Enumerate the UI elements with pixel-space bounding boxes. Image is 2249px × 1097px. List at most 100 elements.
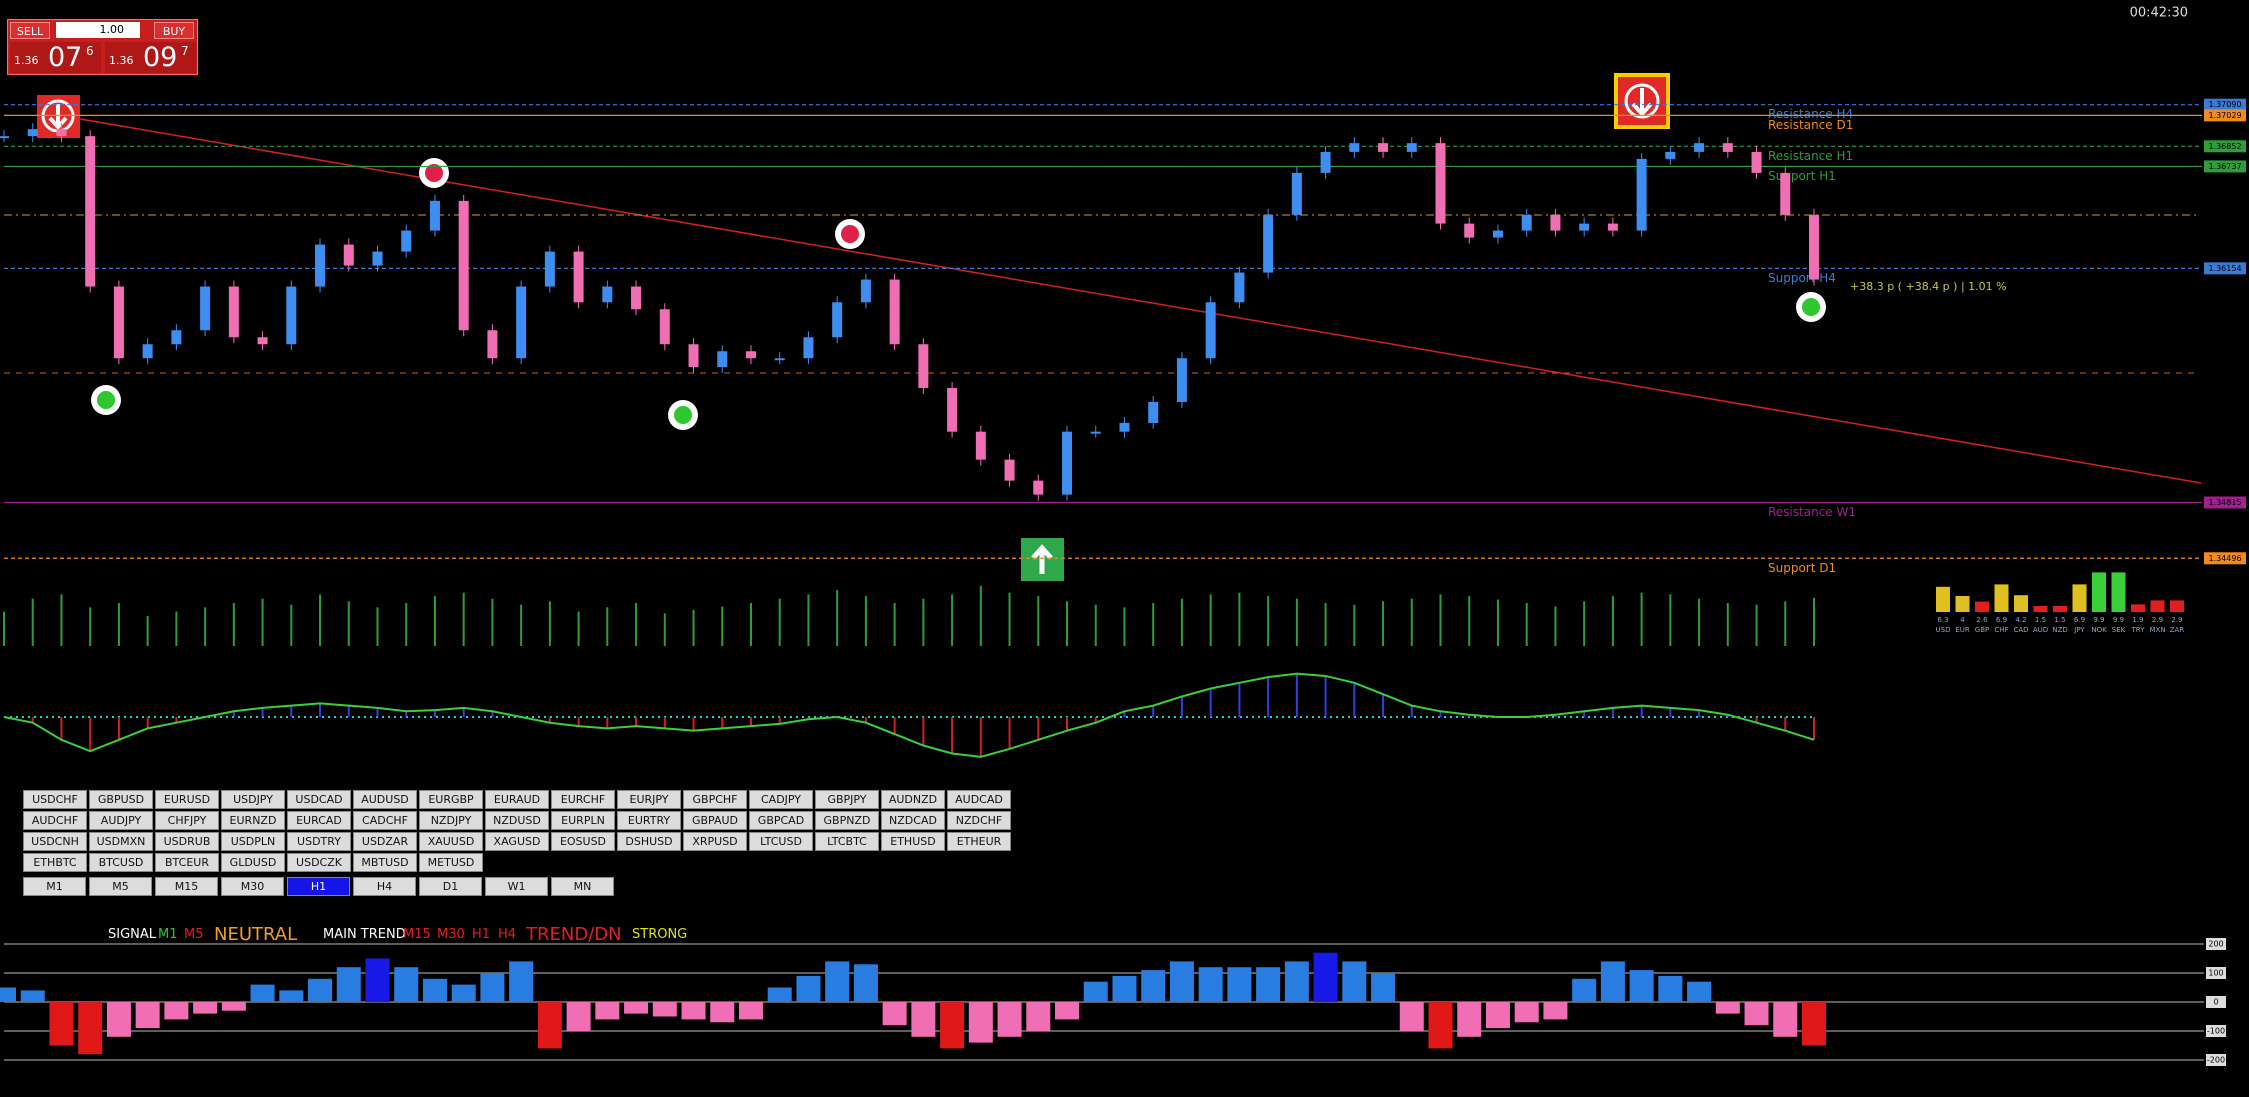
candle xyxy=(429,200,440,231)
pair-button[interactable]: LTCBTC xyxy=(815,832,879,851)
pair-button[interactable]: CADJPY xyxy=(749,790,813,809)
timeframe-button[interactable]: M1 xyxy=(23,877,86,896)
pair-button[interactable]: METUSD xyxy=(419,853,483,872)
pair-button[interactable]: EURCAD xyxy=(287,811,351,830)
pair-button[interactable]: GBPJPY xyxy=(815,790,879,809)
pair-button[interactable]: USDMXN xyxy=(89,832,153,851)
pair-button[interactable]: LTCUSD xyxy=(749,832,813,851)
buy-price[interactable]: 1.36 09 7 xyxy=(105,42,196,73)
pair-button[interactable]: USDCZK xyxy=(287,853,351,872)
pair-button[interactable]: MBTUSD xyxy=(353,853,417,872)
strength-bar xyxy=(2014,595,2028,612)
pair-button[interactable]: AUDNZD xyxy=(881,790,945,809)
currency-label: SEK xyxy=(2112,626,2126,634)
histogram-bar xyxy=(221,1002,246,1011)
pair-button[interactable]: USDCHF xyxy=(23,790,87,809)
pair-button[interactable]: USDZAR xyxy=(353,832,417,851)
pair-button[interactable]: XRPUSD xyxy=(683,832,747,851)
pair-button[interactable]: CHFJPY xyxy=(155,811,219,830)
pair-button[interactable]: NZDCHF xyxy=(947,811,1011,830)
currency-value: 1.9 xyxy=(2132,616,2143,624)
pair-button[interactable]: NZDCAD xyxy=(881,811,945,830)
pair-button[interactable]: AUDCAD xyxy=(947,790,1011,809)
candle xyxy=(1636,158,1647,231)
timeframe-button[interactable]: H1 xyxy=(287,877,350,896)
pair-button[interactable]: GBPNZD xyxy=(815,811,879,830)
pair-button[interactable]: BTCEUR xyxy=(155,853,219,872)
pair-button[interactable]: EURUSD xyxy=(155,790,219,809)
pair-button[interactable]: EURTRY xyxy=(617,811,681,830)
pair-button[interactable]: USDCAD xyxy=(287,790,351,809)
pair-button[interactable]: USDRUB xyxy=(155,832,219,851)
currency-value: 4 xyxy=(1960,616,1965,624)
pair-button[interactable]: AUDJPY xyxy=(89,811,153,830)
histogram-bar xyxy=(250,984,275,1002)
candle xyxy=(1004,459,1015,481)
pair-button[interactable]: GBPCHF xyxy=(683,790,747,809)
timeframe-button[interactable]: M5 xyxy=(89,877,152,896)
pair-button[interactable]: EURCHF xyxy=(551,790,615,809)
pair-button[interactable]: EOSUSD xyxy=(551,832,615,851)
candle xyxy=(889,279,900,345)
timeframe-button[interactable]: MN xyxy=(551,877,614,896)
currency-label: NOK xyxy=(2091,626,2107,634)
tick-box xyxy=(2206,1025,2226,1037)
price-big: 1.36 xyxy=(109,54,134,67)
pair-button[interactable]: AUDCHF xyxy=(23,811,87,830)
lot-input[interactable]: 1.00 xyxy=(56,22,140,38)
currency-value: 6.3 xyxy=(1937,616,1948,624)
timeframe-button[interactable]: H4 xyxy=(353,877,416,896)
pair-button[interactable]: EURPLN xyxy=(551,811,615,830)
signal-label: SIGNAL xyxy=(108,927,157,942)
pair-button[interactable]: USDTRY xyxy=(287,832,351,851)
pair-button[interactable]: EURAUD xyxy=(485,790,549,809)
histogram-bar xyxy=(78,1002,103,1055)
pair-button[interactable]: EURGBP xyxy=(419,790,483,809)
histogram-bar xyxy=(308,978,333,1002)
currency-label: ZAR xyxy=(2170,626,2185,634)
candle xyxy=(659,309,670,345)
timeframe-button[interactable]: M30 xyxy=(221,877,284,896)
candle xyxy=(1464,223,1475,238)
candle xyxy=(1234,272,1245,303)
pair-button[interactable]: GBPAUD xyxy=(683,811,747,830)
currency-label: EUR xyxy=(1955,626,1970,634)
candle xyxy=(1062,431,1073,495)
pair-button[interactable]: ETHEUR xyxy=(947,832,1011,851)
timeframe-button[interactable]: W1 xyxy=(485,877,548,896)
pair-button[interactable]: AUDUSD xyxy=(353,790,417,809)
pair-button[interactable]: GBPUSD xyxy=(89,790,153,809)
pair-button[interactable]: ETHBTC xyxy=(23,853,87,872)
sell-price[interactable]: 1.36 07 6 xyxy=(10,42,101,73)
level-name: Support H4 xyxy=(1768,271,1836,285)
pair-button[interactable]: NZDUSD xyxy=(485,811,549,830)
sell-button[interactable]: SELL xyxy=(10,22,50,39)
price-frac: 7 xyxy=(181,44,189,58)
profit-label: +38.3 p ( +38.4 p ) | 1.01 % xyxy=(1850,280,2007,293)
pair-button[interactable]: CADCHF xyxy=(353,811,417,830)
candle xyxy=(56,129,67,137)
candle xyxy=(1435,143,1446,224)
pair-button[interactable]: USDCNH xyxy=(23,832,87,851)
pair-button[interactable]: XAUUSD xyxy=(419,832,483,851)
pair-button[interactable]: USDJPY xyxy=(221,790,285,809)
pair-button[interactable]: ETHUSD xyxy=(881,832,945,851)
pair-button[interactable]: EURNZD xyxy=(221,811,285,830)
histogram-bar xyxy=(853,964,878,1002)
histogram-bar xyxy=(164,1002,189,1020)
pair-button[interactable]: USDPLN xyxy=(221,832,285,851)
timeframe-button[interactable]: D1 xyxy=(419,877,482,896)
timeframe-button[interactable]: M15 xyxy=(155,877,218,896)
histogram-bar xyxy=(796,975,821,1002)
buy-button[interactable]: BUY xyxy=(154,22,194,39)
pair-button[interactable]: BTCUSD xyxy=(89,853,153,872)
pair-button[interactable]: GLDUSD xyxy=(221,853,285,872)
pair-button[interactable]: XAGUSD xyxy=(485,832,549,851)
pair-button[interactable]: EURJPY xyxy=(617,790,681,809)
pair-button[interactable]: NZDJPY xyxy=(419,811,483,830)
candle xyxy=(1378,143,1389,152)
pair-button[interactable]: GBPCAD xyxy=(749,811,813,830)
candle xyxy=(1694,143,1705,152)
pair-button[interactable]: DSHUSD xyxy=(617,832,681,851)
